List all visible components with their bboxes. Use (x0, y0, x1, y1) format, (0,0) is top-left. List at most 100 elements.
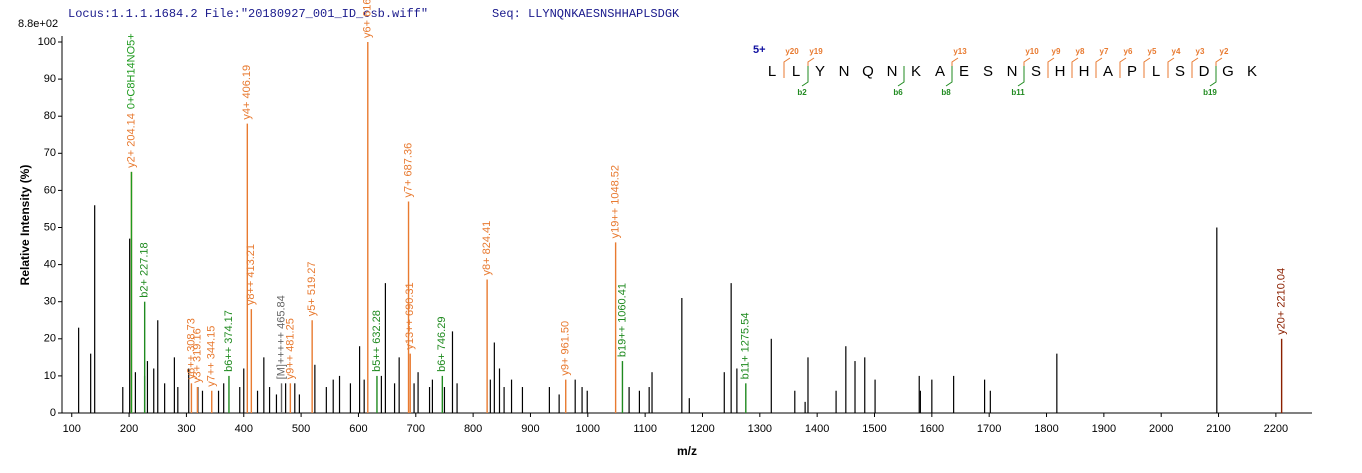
residue: S (983, 63, 993, 80)
y-tick-label: 100 (38, 36, 56, 48)
y-tick-label: 50 (44, 221, 56, 233)
peak-label: y6++ 308.73 (185, 318, 197, 379)
y-tick-label: 10 (44, 370, 56, 382)
peak-label: b2+ 227.18 (139, 242, 151, 297)
y-ion: y13 (953, 47, 967, 56)
peak-label: y6+ 616.3 (362, 0, 374, 38)
peak-label: [M]+++++ 465.84 (275, 295, 287, 379)
peak-label: b11+ 1275.54 (740, 313, 752, 380)
y-ion-mark (807, 57, 815, 78)
residue: L (1152, 63, 1160, 80)
x-tick-label: 1700 (977, 423, 1001, 435)
peak-label: y9+ 961.50 (560, 321, 572, 376)
x-tick-label: 700 (407, 423, 425, 435)
b-ion: b11 (1011, 88, 1025, 97)
peak-label: 0+C8H14NO5+ (125, 33, 137, 109)
x-axis-label: m/z (677, 444, 697, 458)
peak-label: y19++ 1048.52 (610, 165, 622, 238)
b-ion-mark (1017, 66, 1025, 87)
x-tick-label: 1200 (690, 423, 714, 435)
b-ion: b6 (893, 88, 903, 97)
y-ion: y19 (809, 47, 823, 56)
residue: N (1007, 63, 1018, 80)
y-tick-label: 20 (44, 333, 56, 345)
y-ion: y9 (1052, 47, 1061, 56)
residue: P (1127, 63, 1137, 80)
residue: D (1199, 63, 1210, 80)
b-ion: b2 (797, 88, 807, 97)
x-tick-label: 200 (120, 423, 138, 435)
peak-label: b5++ 632.28 (371, 310, 383, 372)
x-tick-label: 600 (349, 423, 367, 435)
peak-label: y2+ 204.14 (125, 113, 137, 168)
x-tick-label: 400 (235, 423, 253, 435)
x-tick-label: 1500 (862, 423, 886, 435)
x-tick-label: 300 (177, 423, 195, 435)
y-ion: y2 (1220, 47, 1229, 56)
x-tick-label: 1800 (1034, 423, 1058, 435)
y-ion: y5 (1148, 47, 1157, 56)
residue: G (1222, 63, 1234, 80)
y-tick-label: 70 (44, 147, 56, 159)
y-ion-mark (783, 57, 791, 78)
y-ion: y4 (1172, 47, 1181, 56)
y-tick-label: 80 (44, 110, 56, 122)
y-ion: y10 (1025, 47, 1039, 56)
peak-label: y8++ 413.21 (245, 244, 257, 305)
y-tick-label: 30 (44, 296, 56, 308)
y-tick-label: 0 (50, 407, 56, 419)
y-ion: y6 (1124, 47, 1133, 56)
residue: S (1031, 63, 1041, 80)
y-axis-label: Relative Intensity (%) (18, 165, 32, 286)
b-ion: b19 (1203, 88, 1217, 97)
y-ion-mark (951, 57, 959, 78)
y-ion-mark (1023, 57, 1031, 78)
residue: Y (815, 63, 825, 80)
peak-label: y13++ 690.31 (404, 282, 416, 349)
x-tick-label: 1400 (805, 423, 829, 435)
b-ion-mark (945, 66, 953, 87)
charge: 5+ (753, 44, 766, 56)
residue: H (1079, 63, 1090, 80)
residue: K (911, 63, 921, 80)
x-tick-label: 1600 (920, 423, 944, 435)
residue: A (935, 63, 945, 80)
peak-label: b19++ 1060.41 (616, 283, 628, 357)
residue: Q (862, 63, 874, 80)
peak-label: b6+ 746.29 (436, 317, 448, 372)
x-tick-label: 2200 (1264, 423, 1288, 435)
peak-label: y4+ 406.19 (241, 65, 253, 120)
y-ion-mark (1119, 57, 1127, 78)
x-tick-label: 100 (63, 423, 81, 435)
residue: N (839, 63, 850, 80)
residue: A (1103, 63, 1113, 80)
x-tick-label: 1100 (633, 423, 657, 435)
peak-label: y8+ 824.41 (481, 221, 493, 276)
peak-label: y5+ 519.27 (306, 262, 318, 317)
peak-label: y7+ 687.36 (402, 143, 414, 198)
y-tick-label: 60 (44, 184, 56, 196)
y-ion-mark (1191, 57, 1199, 78)
x-tick-label: 800 (464, 423, 482, 435)
b-ion-mark (897, 66, 905, 87)
residue: N (887, 63, 898, 80)
b-ion: b8 (941, 88, 951, 97)
residue: K (1247, 63, 1257, 80)
residue: L (792, 63, 800, 80)
y-ion: y7 (1100, 47, 1109, 56)
y-tick-label: 90 (44, 73, 56, 85)
residue: S (1175, 63, 1185, 80)
x-tick-label: 1300 (748, 423, 772, 435)
x-tick-label: 1900 (1092, 423, 1116, 435)
sequence-header: Seq: LLYNQNKAESNSHHAPLSDGK (492, 7, 680, 21)
x-tick-label: 1000 (576, 423, 600, 435)
peak-label: y20+ 2210.04 (1276, 268, 1288, 335)
residue: L (768, 63, 776, 80)
y-tick-label: 40 (44, 259, 56, 271)
peak-label: y3+ 319.16 (191, 328, 203, 383)
peak-label: y7++ 344.15 (206, 326, 218, 387)
b-ion-mark (1209, 66, 1217, 87)
residue: E (959, 63, 969, 80)
